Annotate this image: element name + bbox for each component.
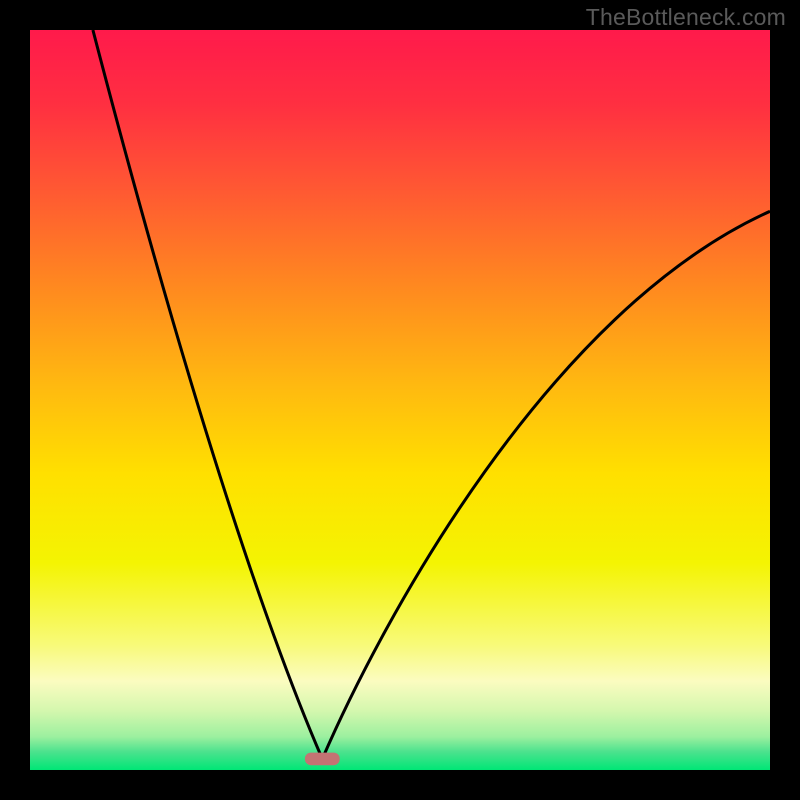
plot-area bbox=[30, 30, 770, 770]
bottleneck-chart bbox=[0, 0, 800, 800]
watermark-text: TheBottleneck.com bbox=[586, 4, 786, 31]
optimal-point-marker bbox=[305, 753, 340, 766]
figure-root: TheBottleneck.com bbox=[0, 0, 800, 800]
